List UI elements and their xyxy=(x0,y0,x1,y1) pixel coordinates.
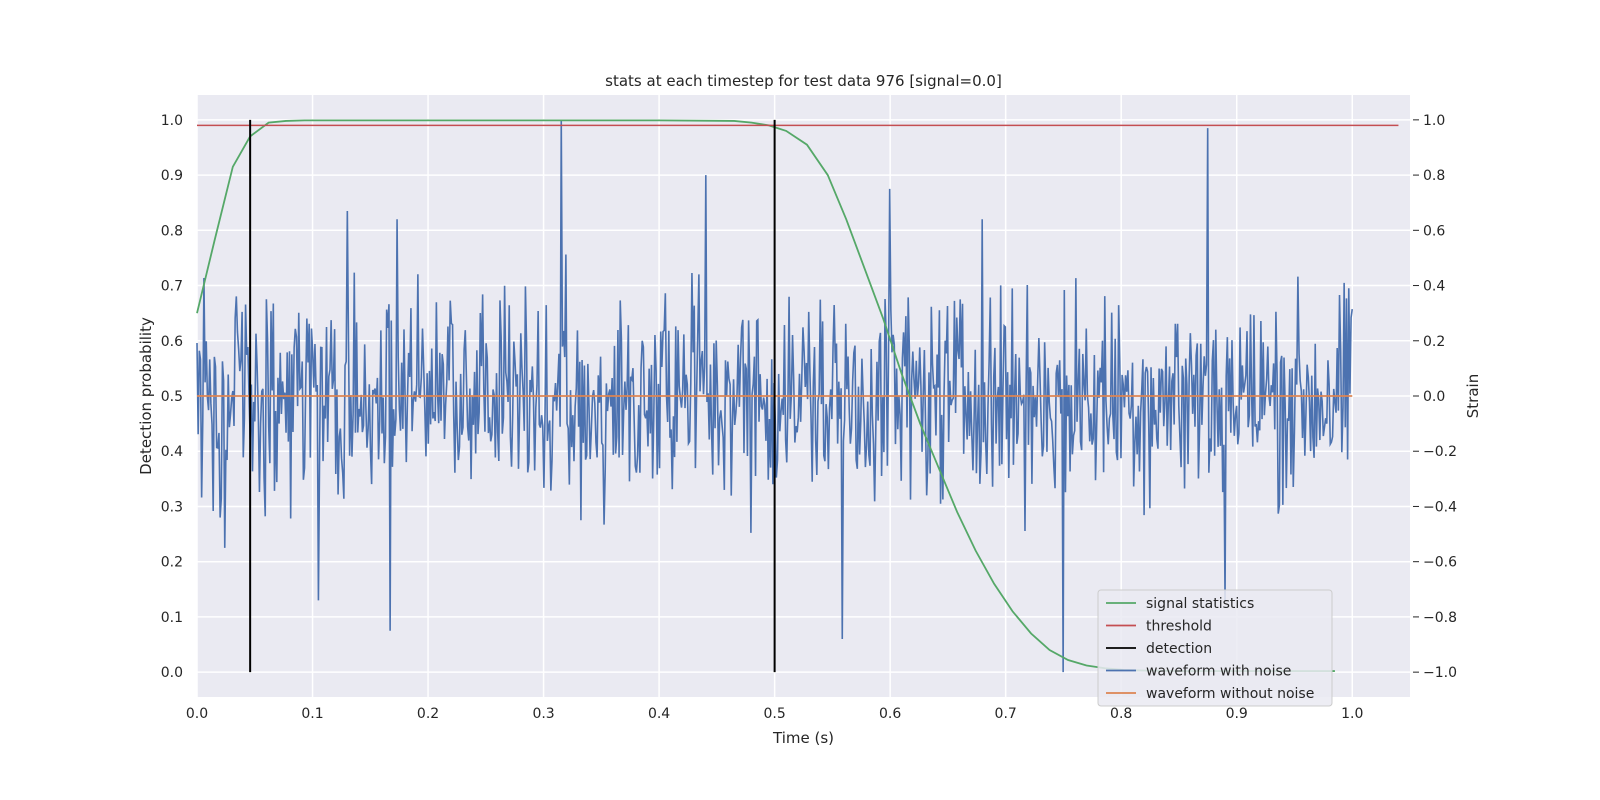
y-left-tick-label: 0.7 xyxy=(161,279,183,295)
legend-box xyxy=(1097,589,1333,707)
y-left-tick-label: 0.6 xyxy=(161,334,183,350)
x-tick-label: 0.6 xyxy=(879,706,901,722)
legend-label: threshold xyxy=(1146,619,1212,635)
y-right-tick-label: −0.6 xyxy=(1423,555,1457,571)
x-tick-label: 0.7 xyxy=(995,706,1017,722)
y-left-tick-label: 0.8 xyxy=(161,223,183,239)
y-right-tick-label: 0.0 xyxy=(1423,389,1445,405)
legend-label: waveform without noise xyxy=(1146,686,1314,702)
ticks: 0.0 0.1 0.2 0.3 0.4 0.5 0.6 0.7 0.8 0.9 1.0 0.0 0.1 0… xyxy=(161,113,1457,722)
legend-label: signal statistics xyxy=(1146,596,1254,612)
y-right-tick-label: 1.0 xyxy=(1423,113,1445,129)
legend-label: detection xyxy=(1146,641,1212,657)
y-right-tick-label: 0.4 xyxy=(1423,279,1445,295)
y-left-tick-label: 1.0 xyxy=(161,113,183,129)
legend-label: waveform with noise xyxy=(1146,664,1291,680)
x-tick-label: 0.2 xyxy=(417,706,439,722)
y-right-tick-label: −1.0 xyxy=(1423,665,1457,681)
y-axis-right-title: Strain xyxy=(1464,374,1482,418)
y-right-tick-label: 0.2 xyxy=(1423,334,1445,350)
y-right-tick-label: 0.6 xyxy=(1423,223,1445,239)
x-tick-label: 0.0 xyxy=(186,706,208,722)
y-left-tick-label: 0.3 xyxy=(161,499,183,515)
x-tick-label: 0.4 xyxy=(648,706,670,722)
x-tick-label: 1.0 xyxy=(1341,706,1363,722)
y-right-tick-label: −0.2 xyxy=(1423,444,1457,460)
y-left-tick-label: 0.2 xyxy=(161,555,183,571)
y-left-tick-label: 0.5 xyxy=(161,389,183,405)
x-tick-label: 0.8 xyxy=(1110,706,1132,722)
y-left-tick-label: 0.4 xyxy=(161,444,183,460)
y-right-tick-label: −0.8 xyxy=(1423,610,1457,626)
legend: signal statistics threshold detection wavef… xyxy=(1097,589,1333,707)
y-left-tick-label: 0.9 xyxy=(161,168,183,184)
x-tick-label: 0.9 xyxy=(1226,706,1248,722)
chart-title: stats at each timestep for test data 976… xyxy=(605,72,1002,90)
x-tick-label: 0.5 xyxy=(763,706,785,722)
x-axis-title: Time (s) xyxy=(772,729,834,747)
x-tick-label: 0.1 xyxy=(301,706,323,722)
y-left-tick-label: 0.1 xyxy=(161,610,183,626)
series-layer xyxy=(196,119,1399,673)
y-right-tick-label: 0.8 xyxy=(1423,168,1445,184)
x-tick-label: 0.3 xyxy=(532,706,554,722)
y-right-tick-label: −0.4 xyxy=(1423,499,1457,515)
y-axis-left-title: Detection probability xyxy=(137,317,155,475)
y-left-tick-label: 0.0 xyxy=(161,665,183,681)
